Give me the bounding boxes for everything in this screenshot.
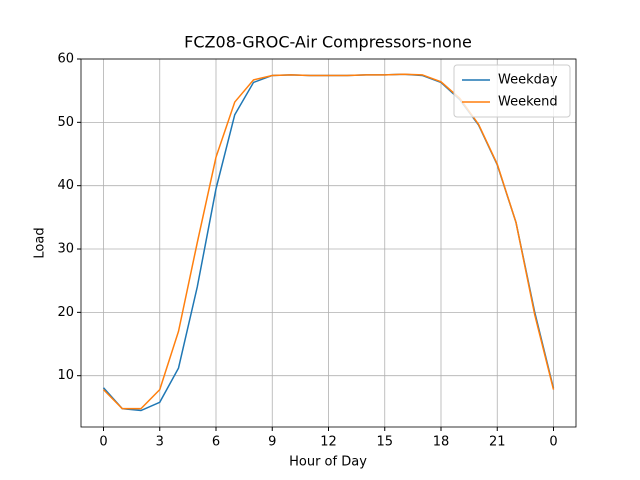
y-tick-label: 20 xyxy=(57,305,74,320)
x-tick-label: 15 xyxy=(376,435,393,450)
legend-label: Weekday xyxy=(498,73,558,88)
x-tick-label: 6 xyxy=(212,435,220,450)
x-tick-label: 0 xyxy=(549,435,557,450)
line-series xyxy=(102,73,555,410)
legend-box xyxy=(453,64,571,118)
legend: Weekday Weekend xyxy=(453,64,571,118)
x-tick-label: 12 xyxy=(320,435,337,450)
y-tick-label: 10 xyxy=(57,368,74,383)
y-tick-label: 30 xyxy=(57,242,74,257)
y-axis-label: Load xyxy=(33,227,48,258)
y-tick-label: 40 xyxy=(57,178,74,193)
legend-label: Weekend xyxy=(498,95,558,110)
x-tick-label: 18 xyxy=(433,435,450,450)
x-tick-label: 3 xyxy=(156,435,164,450)
x-tick-label: 21 xyxy=(489,435,506,450)
y-tick-label: 60 xyxy=(57,52,74,67)
x-axis-label: Hour of Day xyxy=(289,455,367,470)
chart-title: FCZ08-GROC-Air Compressors-none xyxy=(184,33,472,52)
plot-frame xyxy=(80,58,577,428)
x-tick-label: 0 xyxy=(99,435,107,450)
x-tick-label: 9 xyxy=(268,435,276,450)
y-tick-label: 50 xyxy=(57,115,74,130)
